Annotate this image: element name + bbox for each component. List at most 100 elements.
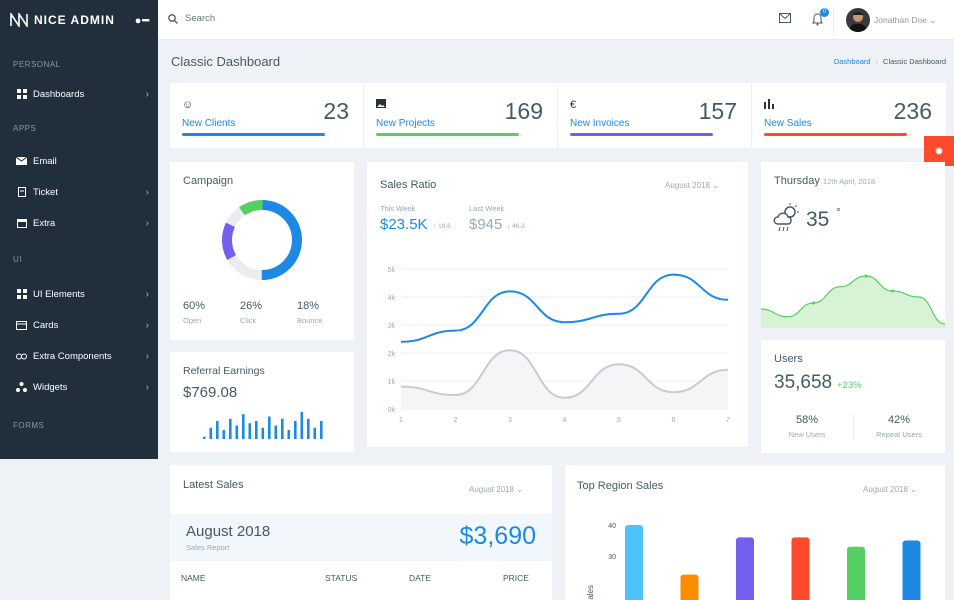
x-tick-label: 7 (726, 417, 730, 424)
breadcrumb-current: Classic Dashboard (883, 57, 946, 66)
period-dropdown[interactable]: August 2018 ⌄ (665, 181, 719, 190)
period-dropdown[interactable]: August 2018 ⌄ (469, 485, 523, 494)
weather-line (761, 275, 945, 325)
sidebar-toggle-icon[interactable]: ●━ (134, 14, 150, 27)
users-count: 35,658 (774, 372, 833, 393)
sales-amount: $3,690 (459, 522, 536, 550)
referral-bar (242, 414, 245, 439)
referral-bar (229, 418, 232, 439)
users-repeat: 42% Repeat Users (853, 414, 945, 439)
users-new-pct: 58% (795, 414, 819, 426)
card-title: Latest Sales (183, 479, 244, 491)
y-tick-label: 3k (388, 323, 396, 330)
sidebar-item-email[interactable]: Email (0, 151, 158, 171)
sidebar-item-label: Email (33, 155, 57, 167)
campaign-open-label: Open (183, 316, 202, 325)
mail-icon[interactable] (779, 13, 791, 23)
email-icon (16, 156, 27, 167)
user-menu[interactable]: Jonathan Doe ⌄ (874, 15, 936, 26)
series-line (400, 273, 729, 343)
stat-new-projects: New Projects 169 (364, 83, 558, 148)
referral-bar (320, 421, 323, 439)
calendar-icon (16, 218, 27, 229)
chevron-right-icon: › (145, 350, 149, 362)
region-bar (736, 537, 754, 600)
cloud-sun-rain-icon (773, 203, 799, 232)
top-region-sales-card: Top Region Sales August 2018 ⌄ Sales 40 30 (565, 465, 945, 600)
users-repeat-label: Repeat Users (876, 430, 922, 439)
weather-trend-chart (761, 274, 945, 328)
y-tick-label: 40 (608, 523, 616, 530)
campaign-card: Campaign 60% Open 26% Click 18% Bounce (170, 162, 354, 340)
x-tick-label: 5 (617, 417, 621, 424)
topbar-divider (833, 6, 834, 36)
breadcrumb-separator-icon: › (875, 57, 879, 66)
sidebar-item-label: UI Elements (33, 288, 85, 300)
referral-bar (235, 425, 239, 439)
referral-bar (300, 412, 304, 439)
card-title: Sales Ratio (380, 179, 437, 191)
users-divider (853, 414, 854, 440)
y-tick-label: 4k (388, 295, 396, 302)
avatar[interactable] (846, 8, 870, 32)
image-icon (376, 99, 386, 111)
period-dropdown-label: August 2018 (469, 485, 514, 494)
region-bar (791, 537, 810, 600)
y-tick-label: 2k (388, 351, 396, 358)
period-dropdown[interactable]: August 2018 ⌄ (863, 485, 917, 494)
sidebar-item-label: Extra (33, 217, 56, 229)
region-bar (625, 525, 643, 600)
referral-bar (222, 430, 226, 439)
campaign-donut (222, 200, 302, 280)
page-title: Classic Dashboard (171, 54, 281, 69)
campaign-click-label: Click (240, 316, 257, 325)
users-change: +23% (837, 380, 862, 391)
sidebar-item-extra-components[interactable]: Extra Components › (0, 346, 158, 366)
cards-icon (16, 320, 27, 331)
topbar: Search 0 Jonathan Doe ⌄ (158, 0, 954, 40)
search-input[interactable]: Search (185, 13, 216, 24)
campaign-open: 60% Open (183, 300, 205, 325)
column-header-price[interactable]: PRICE (503, 573, 529, 583)
this-week-change-value: 18.6 (438, 223, 451, 230)
sales-month: August 2018 (186, 523, 271, 540)
settings-gear-button[interactable]: ✹ (924, 136, 954, 166)
card-title: Top Region Sales (577, 480, 664, 492)
stat-value: 23 (323, 98, 349, 124)
sidebar-item-extra[interactable]: Extra › (0, 213, 158, 233)
stat-progress-bar (182, 133, 325, 136)
referral-value: $769.08 (183, 384, 238, 401)
arrow-up-icon: ↑ (433, 223, 437, 230)
bell-icon[interactable] (812, 13, 823, 26)
sidebar-item-widgets[interactable]: Widgets › (0, 377, 158, 397)
stat-new-clients: ☺ New Clients 23 (170, 83, 364, 148)
sales-summary-banner: August 2018 Sales Report $3,690 (170, 514, 552, 561)
sidebar-item-label: Ticket (33, 186, 58, 198)
chevron-right-icon: › (145, 381, 149, 393)
breadcrumb-link-dashboard[interactable]: Dashboard (833, 57, 871, 66)
widgets-icon (16, 382, 27, 393)
search-box[interactable]: Search (168, 13, 215, 24)
weather-point (864, 274, 868, 278)
sidebar-item-dashboards[interactable]: Dashboards › (0, 84, 158, 104)
this-week-change: ↑ 18.6 (433, 223, 451, 230)
components-icon (16, 351, 27, 362)
column-header-name[interactable]: NAME (181, 573, 206, 583)
sidebar-item-label: Extra Components (33, 350, 112, 362)
sidebar-item-ui-elements[interactable]: UI Elements › (0, 284, 158, 304)
region-bar (680, 574, 699, 600)
referral-bar (209, 427, 213, 439)
sidebar-item-ticket[interactable]: Ticket › (0, 182, 158, 202)
column-header-status[interactable]: STATUS (325, 573, 358, 583)
referral-bar (281, 418, 284, 439)
sidebar-item-label: Cards (33, 319, 59, 331)
logo[interactable]: NICE ADMIN ●━ (0, 0, 158, 40)
referral-bar (203, 436, 206, 439)
x-tick-label: 6 (672, 417, 676, 424)
section-personal: PERSONAL (13, 60, 61, 69)
bars-icon (764, 99, 774, 112)
section-apps: APPS (13, 124, 37, 133)
last-week-change-value: 46.3 (512, 223, 525, 230)
column-header-date[interactable]: DATE (409, 573, 432, 583)
sidebar-item-cards[interactable]: Cards › (0, 315, 158, 335)
